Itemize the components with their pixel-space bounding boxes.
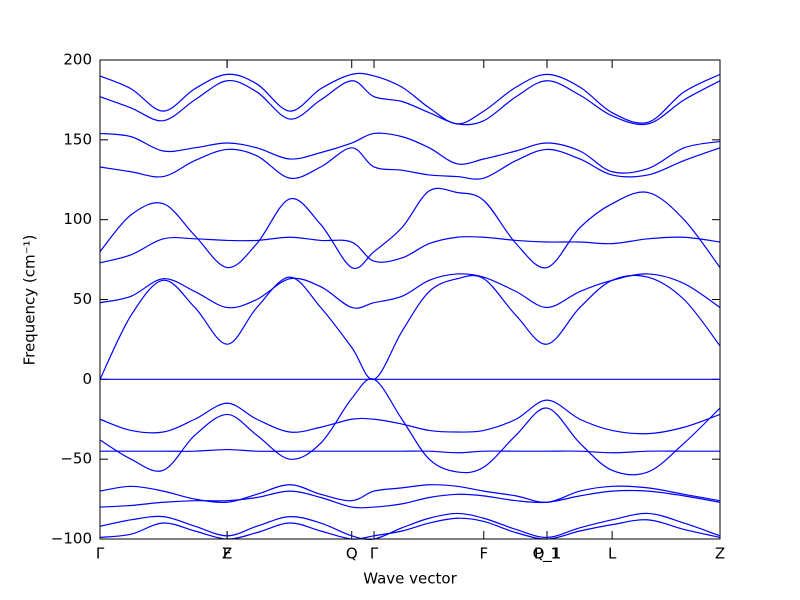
band-line [99, 274, 721, 380]
band-line [99, 132, 721, 174]
band-line [99, 187, 721, 270]
x-tick-label: L [608, 545, 617, 563]
plot-frame [99, 59, 721, 540]
y-tick-label: −50 [60, 450, 92, 468]
band-line [100, 448, 720, 454]
x-tick-label: Γ [96, 545, 105, 563]
band-line [99, 236, 721, 264]
x-tick-label: Γ [370, 545, 379, 563]
x-tick-label: F [223, 545, 232, 563]
band-line [99, 512, 721, 541]
band-line [99, 147, 721, 180]
x-tick-label: Z [222, 545, 232, 563]
x-tick-label: Z [715, 545, 725, 563]
y-tick-label: 100 [63, 210, 92, 228]
y-tick-label: 200 [63, 51, 92, 69]
band-line [99, 489, 721, 509]
band-line [99, 79, 721, 126]
x-tick-label: F [479, 545, 488, 563]
x-tick-label: Q [346, 545, 358, 563]
band-line [99, 273, 721, 309]
y-tick-label: 0 [82, 370, 92, 388]
y-tick-label: −100 [51, 530, 92, 548]
x-tick-label: Q_1 [533, 545, 562, 564]
band-line [99, 378, 721, 476]
band-line [99, 399, 721, 435]
band-line [99, 72, 721, 125]
band-line [99, 517, 721, 540]
x-tick-label: P_1 [534, 545, 560, 564]
x-axis-label: Wave vector [363, 570, 457, 588]
y-tick-label: 150 [63, 130, 92, 148]
y-tick-label: 50 [73, 290, 92, 308]
y-axis-label: Frequency (cm⁻¹) [21, 235, 39, 366]
